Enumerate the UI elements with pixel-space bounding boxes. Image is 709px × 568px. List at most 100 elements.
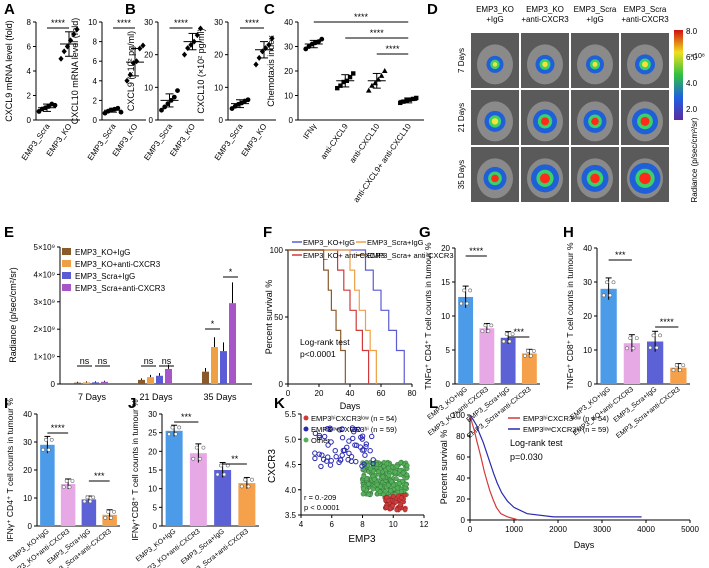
panel-D-row-label: 7 Days	[457, 48, 466, 73]
panel-J-sig-label: ***	[181, 412, 192, 422]
panel-C-sig-label: ****	[385, 44, 400, 54]
panel-K-point-low-hi	[333, 453, 339, 460]
panel-A-ytick-label: 6	[27, 43, 32, 52]
panel-K-xtick-label: 6	[330, 520, 335, 529]
panel-E-bar	[74, 382, 81, 384]
panel-C-data-point	[351, 71, 356, 76]
panel-D-row-label: 21 Days	[457, 103, 466, 132]
panel-I-data-point	[70, 479, 75, 483]
panel-K-point-low-hi	[350, 435, 356, 442]
panel-H-ytick-label: 20	[583, 312, 592, 321]
panel-B-data-point	[159, 107, 164, 113]
panel-F-annotation: Log-rank test	[300, 337, 350, 347]
panel-I-data-point	[64, 479, 69, 483]
panel-K-point-low-hi	[362, 452, 368, 458]
panel-B2-ytick-label: 10	[214, 83, 223, 92]
panel-G-data-point	[523, 353, 527, 358]
panel-F-series-line	[288, 249, 370, 384]
panel-B-data-point	[181, 51, 188, 58]
panel-K-point-other	[380, 474, 386, 480]
panel-J-bar	[214, 470, 232, 526]
panel-F-series-line	[288, 249, 346, 384]
panel-L-series-line	[469, 414, 642, 518]
panel-A2-ytick-label: 2	[93, 96, 98, 105]
panel-D-signal-core	[590, 173, 600, 184]
panel-K-point-other	[371, 476, 377, 482]
panel-C-data-point	[365, 87, 372, 93]
panel-K-point-low-hi	[332, 448, 338, 454]
panel-K-point-low-hi	[358, 434, 364, 440]
panel-I-data-point	[109, 515, 113, 520]
panel-letter-L: L	[429, 395, 438, 412]
panel-J-data-point	[173, 432, 178, 437]
panel-L-xtick-label: 2000	[549, 525, 567, 534]
panel-G-ylabel: TNFα⁺ CD4⁺ T cell counts in tumour %	[423, 242, 433, 390]
panel-K-point-hi-low	[386, 498, 391, 503]
panel-K-point-hi-low	[402, 492, 408, 498]
panel-K-point-low-hi	[324, 426, 330, 432]
panel-A2-data-point	[140, 42, 146, 49]
panel-K-point-low-hi	[367, 448, 373, 454]
panel-B2-data-point	[245, 97, 251, 103]
panel-J-data-point	[215, 472, 220, 477]
panel-H-ytick-label: 30	[583, 278, 592, 287]
panel-D-signal-core	[491, 174, 499, 183]
panel-K-legend-label: EMP3ˡᵒʷCXCR3ʰⁱ (n = 59)	[311, 425, 397, 434]
panel-G-data-point	[480, 329, 485, 333]
panel-K-legend-label: Other	[311, 436, 330, 445]
panel-F-legend-label: EMP3_Scra+ anti-CXCR3	[367, 251, 454, 260]
panel-I-sig-label: ****	[51, 423, 66, 433]
panel-L-xtick-label: 4000	[637, 525, 655, 534]
panel-D-column-label: EMP3_Scra	[624, 5, 667, 14]
panel-C-data-point	[381, 68, 388, 73]
panel-letter-J: J	[128, 395, 136, 412]
panel-K-point-low-hi	[325, 454, 331, 460]
panel-L-xtick-label: 0	[468, 525, 473, 534]
panel-B2-ytick-label: 30	[214, 18, 223, 27]
panel-K-point-other	[391, 482, 396, 488]
panel-B-ytick-label: 20	[144, 51, 153, 60]
panel-K-ytick-label: 5.0	[285, 435, 297, 444]
panel-E-category-label: 35 Days	[203, 392, 237, 402]
panel-E-bar	[147, 377, 154, 384]
panel-K-annotation: r = 0.-209	[304, 493, 336, 502]
panel-E-ytick-label: 5×10⁹	[34, 243, 55, 252]
panel-K-point-low-hi	[369, 433, 375, 440]
panel-F-series-line	[288, 249, 405, 384]
panel-H-data-point	[601, 293, 606, 298]
panel-A-data-point	[61, 48, 67, 55]
panel-K-ytick-label: 3.5	[285, 511, 297, 520]
panel-B-data-point	[171, 94, 177, 100]
panel-G-ytick-label: 20	[441, 244, 450, 253]
panel-L-legend-label: EMP3ˡᵒʷCXCR3ʰⁱ (n = 59)	[523, 425, 609, 434]
panel-letter-H: H	[563, 224, 574, 241]
panel-D-colorbar-label: Radiance (p/sec/cm²/sr)	[690, 117, 699, 202]
panel-J-ytick-label: 10	[148, 485, 157, 494]
panel-J-ytick-label: 5	[153, 503, 158, 512]
panel-D-signal-core	[639, 172, 651, 185]
panel-E-bar	[101, 381, 108, 384]
panel-F-ytick-label: 50	[274, 313, 283, 322]
panel-K-point-low-hi	[327, 425, 333, 431]
panel-K-point-low-hi	[328, 458, 334, 464]
panel-A-category-label: EMP3_Scra	[20, 122, 52, 163]
panel-K-point-low-hi	[318, 463, 324, 470]
panel-B2-data-point	[259, 48, 265, 55]
panel-C-data-point	[341, 79, 346, 85]
panel-H-data-point	[678, 368, 682, 373]
panel-D-column-label: +IgG	[486, 15, 504, 24]
panel-D-signal-core	[642, 61, 648, 68]
panel-G-bar	[521, 353, 537, 384]
panel-G-data-point	[462, 288, 467, 293]
panel-A-data-point	[58, 55, 64, 62]
panel-K-point-low-hi	[339, 426, 345, 432]
panel-E-sig-label: *	[211, 319, 215, 329]
panel-K-point-low-hi	[363, 441, 370, 447]
panel-H-data-point	[651, 333, 656, 338]
panel-J-data-point	[170, 425, 175, 430]
panel-G-bar	[500, 337, 516, 384]
panel-E-legend-label: EMP3_KO+IgG	[75, 248, 130, 257]
panel-L-ytick-label: 40	[456, 474, 465, 483]
panel-H-data-point	[631, 346, 636, 351]
